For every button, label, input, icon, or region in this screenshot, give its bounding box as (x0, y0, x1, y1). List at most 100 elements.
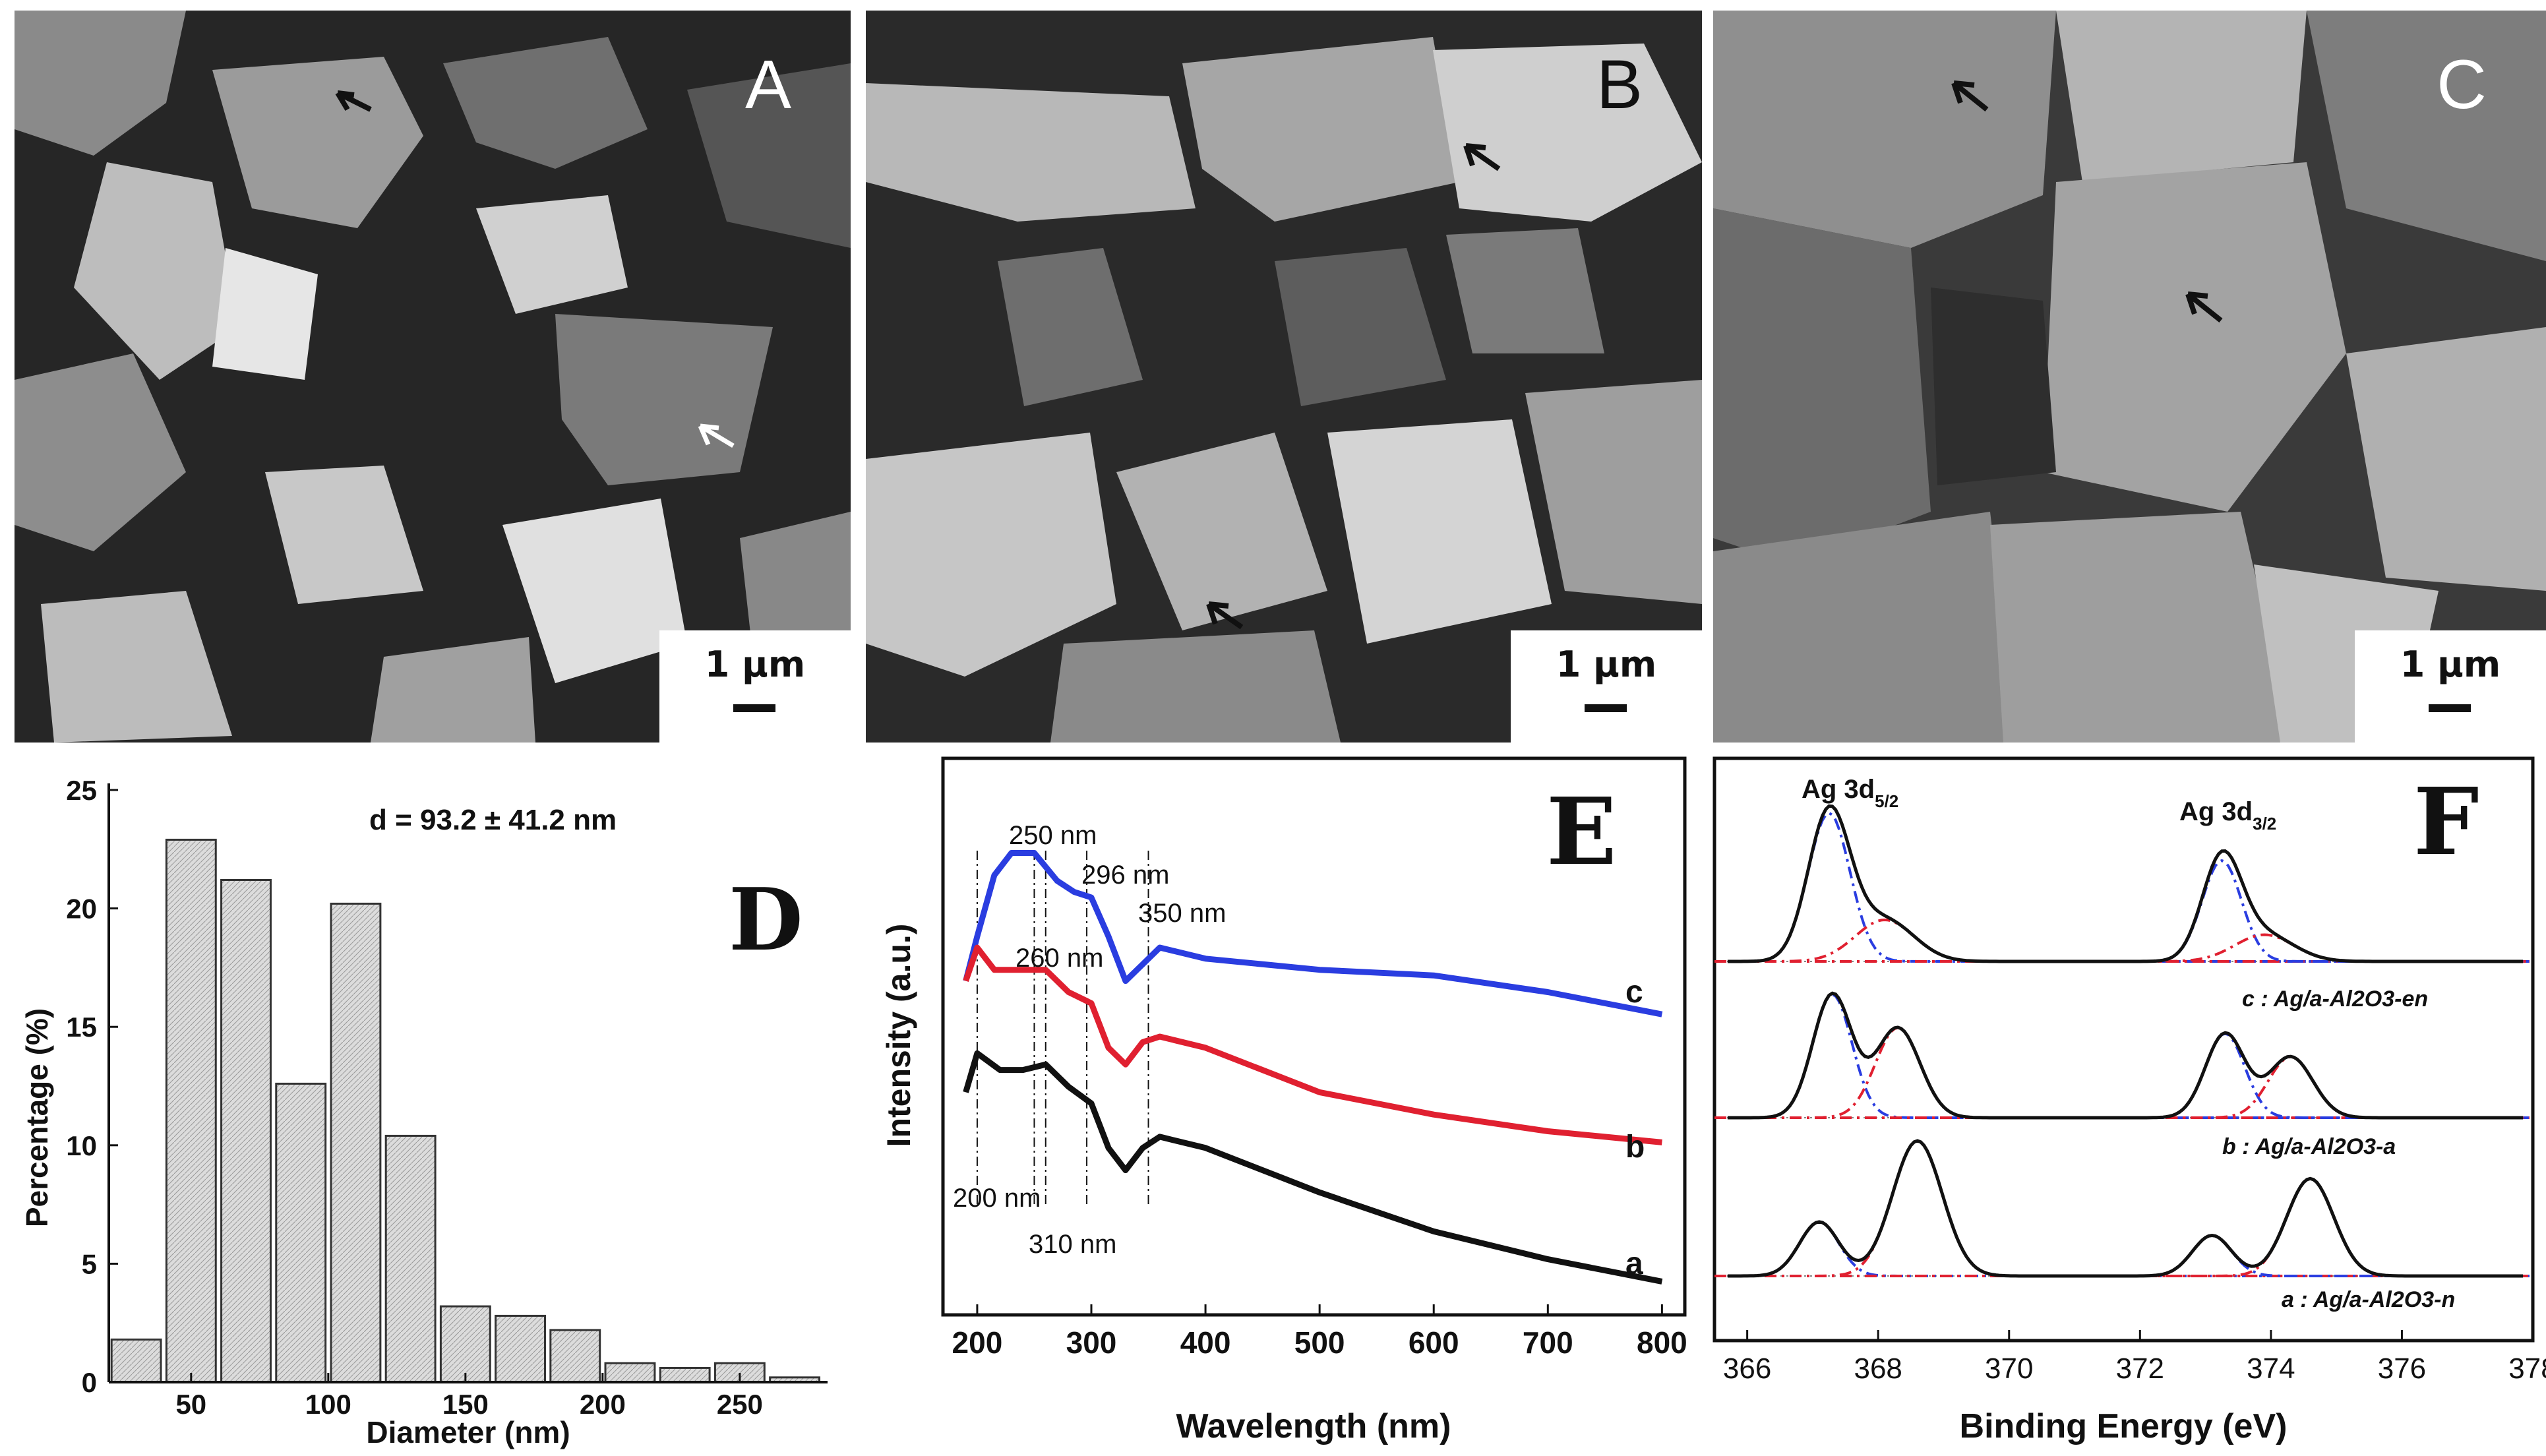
e-label-b: b (1625, 1130, 1645, 1165)
d-axes: 0 5 10 15 20 25 50 100 150 200 250 (66, 775, 828, 1420)
e-x-tick-label: 800 (1637, 1325, 1687, 1360)
scale-bar-box-c: 1 µm (2355, 630, 2546, 743)
chart-e-uvvis: 200 300 400 500 600 700 800 E 250 nm 296 nm 26… (880, 756, 1687, 1445)
f-component-peak (1714, 1032, 2530, 1119)
sem-image-a: A 1 µm (15, 11, 851, 743)
d-bar (439, 1305, 491, 1383)
e-x-tick-label: 400 (1180, 1325, 1231, 1360)
sem-image-c: C 1 µm (1713, 11, 2546, 743)
scale-bar-b (1585, 704, 1627, 712)
scale-label-c: 1 µm (2400, 644, 2501, 685)
sem-texture-c (1713, 11, 2546, 743)
f-component-peak (1714, 918, 2530, 963)
sem-texture-b (866, 11, 1702, 743)
e-lines (963, 850, 1663, 1285)
e-xlabel: Wavelength (nm) (1176, 1407, 1451, 1445)
e-x-tick-label: 700 (1523, 1325, 1573, 1360)
f-x-tick-label: 378 (2508, 1352, 2546, 1385)
e-series-c (963, 850, 1663, 1017)
scale-bar-c (2429, 704, 2471, 712)
d-bar (549, 1329, 601, 1383)
d-y-tick-label: 15 (66, 1012, 97, 1043)
f-component-peak (1714, 1139, 2530, 1277)
e-series-a (963, 1050, 1663, 1285)
d-bar (110, 1338, 162, 1383)
f-peak-label-32: Ag 3d3/2 (2179, 797, 2276, 834)
e-annot-296: 296 nm (1081, 861, 1169, 890)
e-label-a: a (1625, 1246, 1643, 1281)
e-annot-200: 200 nm (953, 1184, 1041, 1213)
e-ylabel: Intensity (a.u.) (880, 924, 917, 1147)
scale-bar-box-a: 1 µm (659, 630, 851, 743)
f-component-peak (1714, 1026, 2530, 1119)
f-component-peak (1714, 1220, 2530, 1277)
e-series-b (963, 944, 1662, 1145)
d-y-tick-label: 20 (66, 894, 97, 925)
f-component-peak (1714, 1177, 2530, 1277)
d-y-tick-label: 25 (66, 775, 97, 806)
e-annot-350: 350 nm (1138, 899, 1226, 928)
scale-label-b: 1 µm (1556, 644, 1657, 685)
e-guides (976, 851, 1149, 1207)
d-x-tick-label: 150 (442, 1389, 489, 1420)
e-x-tick-label: 600 (1409, 1325, 1459, 1360)
f-frame (1712, 756, 2535, 1343)
f-ticks: 366 368 370 372 374 376 378 (1723, 1330, 2546, 1385)
e-annot-260: 260 nm (1015, 944, 1103, 973)
f-x-tick-label: 366 (1723, 1352, 1771, 1385)
d-xlabel: Diameter (nm) (366, 1415, 570, 1449)
f-series-label-a: a : Ag/a-Al2O3-n (2282, 1287, 2455, 1312)
f-panel-letter: F (2413, 768, 2479, 876)
f-envelope-b (1727, 991, 2524, 1120)
d-bar (384, 1134, 437, 1383)
d-x-tick-label: 250 (717, 1389, 763, 1420)
d-bar (220, 878, 272, 1383)
d-x-tick-label: 50 (175, 1389, 206, 1420)
f-spectra (1714, 804, 2530, 1278)
e-label-c: c (1625, 975, 1643, 1010)
f-component-peak (1714, 992, 2530, 1119)
e-x-tick-label: 500 (1294, 1325, 1345, 1360)
f-xlabel: Binding Energy (eV) (1960, 1407, 2288, 1445)
d-bar (659, 1366, 711, 1383)
f-component-peak (1714, 933, 2530, 963)
d-x-tick-label: 100 (305, 1389, 351, 1420)
f-component-peak (1714, 859, 2530, 963)
e-panel-letter: E (1546, 778, 1617, 886)
scale-bar-box-b: 1 µm (1511, 630, 1702, 743)
sem-image-b: B 1 µm (866, 11, 1702, 743)
f-envelope-c (1727, 804, 2524, 963)
f-x-tick-label: 372 (2116, 1352, 2164, 1385)
e-ticks: 200 300 400 500 600 700 800 (952, 1304, 1687, 1360)
chart-d-histogram: 0 5 10 15 20 25 50 100 150 200 250 d = 93.2 ± 41.2… (20, 775, 828, 1449)
panel-label-a: A (744, 46, 791, 123)
d-y-tick-label: 0 (82, 1367, 97, 1398)
f-x-tick-label: 374 (2247, 1352, 2295, 1385)
panel-label-c: C (2437, 46, 2487, 123)
f-envelope-a (1727, 1139, 2524, 1278)
e-x-tick-label: 300 (1066, 1325, 1117, 1360)
f-series-label-b: b : Ag/a-Al2O3-a (2222, 1134, 2396, 1159)
d-ylabel: Percentage (%) (20, 1008, 54, 1227)
f-series-label-c: c : Ag/a-Al2O3-en (2242, 986, 2428, 1012)
d-annotation: d = 93.2 ± 41.2 nm (369, 804, 617, 836)
e-x-tick-label: 200 (952, 1325, 1003, 1360)
d-y-tick-label: 5 (82, 1248, 97, 1279)
d-y-tick-label: 10 (66, 1130, 97, 1161)
d-x-tick-label: 200 (580, 1389, 626, 1420)
d-bar (275, 1082, 327, 1383)
chart-f-xps: 366 368 370 372 374 376 378 F Ag 3d5/2 Ag 3d3/… (1712, 756, 2546, 1445)
scale-bar-a (733, 704, 775, 712)
f-component-peak (1714, 811, 2530, 963)
d-bars (110, 838, 821, 1383)
scale-label-a: 1 µm (704, 644, 806, 685)
d-bar (495, 1314, 546, 1383)
f-x-tick-label: 376 (2378, 1352, 2426, 1385)
e-frame (941, 756, 1687, 1317)
f-component-peak (1714, 1055, 2530, 1119)
d-bar (604, 1362, 656, 1383)
d-bar (330, 902, 382, 1383)
f-peak-label-52: Ag 3d5/2 (1802, 775, 1898, 811)
d-panel-letter: D (729, 869, 803, 970)
panel-label-b: B (1596, 46, 1643, 123)
